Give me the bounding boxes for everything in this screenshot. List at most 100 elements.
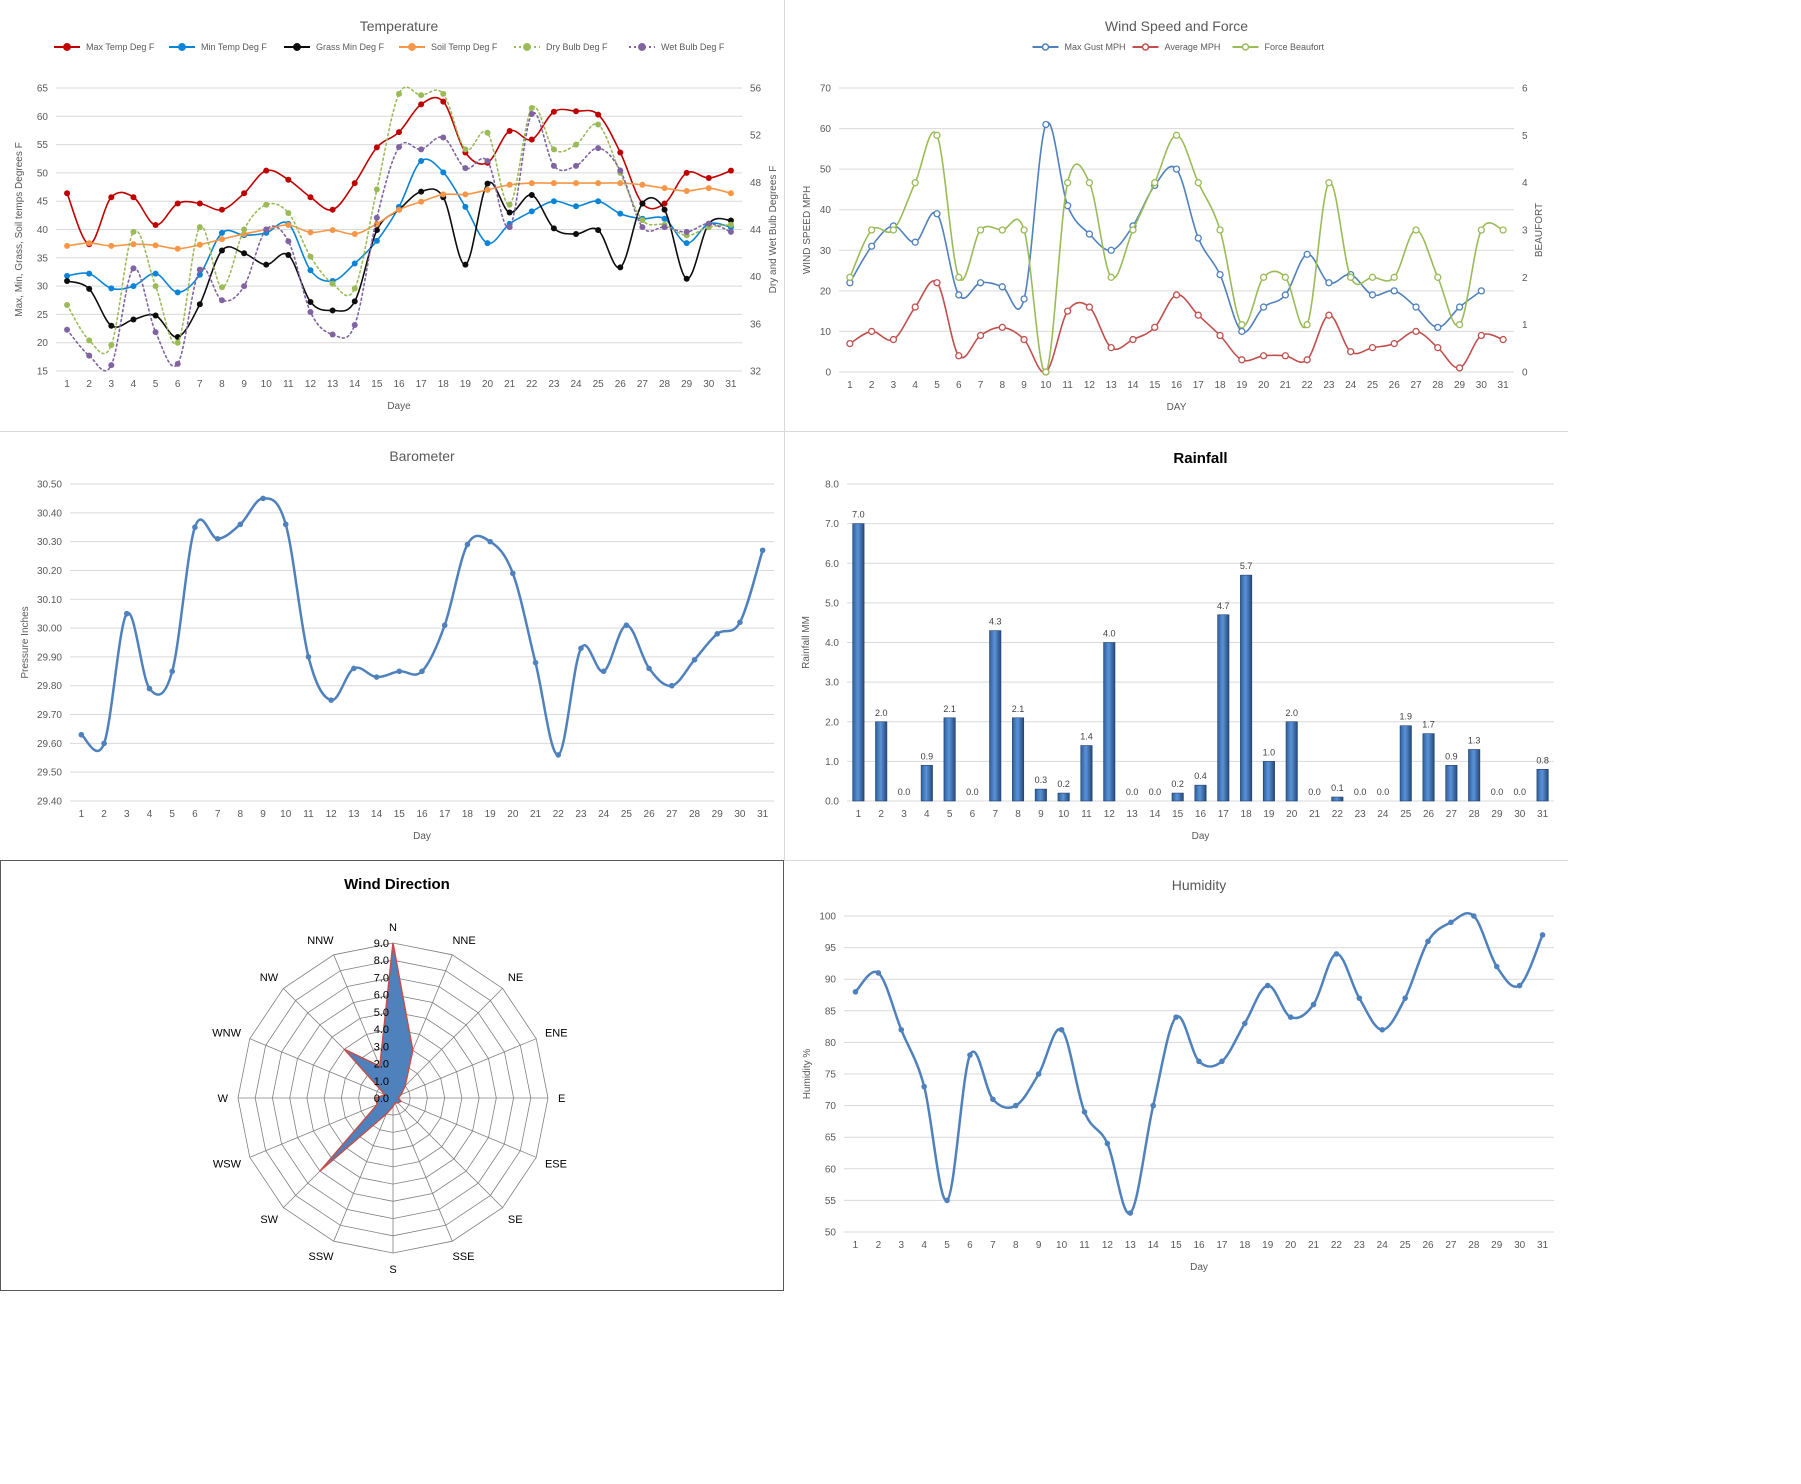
x-tick-label: 5 (947, 809, 953, 820)
radar-spoke (392, 1097, 453, 1242)
y2-tick-label: 2 (1522, 273, 1528, 284)
data-point (218, 297, 225, 304)
x-tick-label: 23 (575, 809, 587, 820)
direction-label: SSE (452, 1251, 474, 1263)
x-tick-label: 21 (504, 379, 516, 390)
data-point (705, 220, 712, 227)
data-point (396, 206, 402, 213)
x-axis-label: Day (413, 831, 431, 842)
data-point (1063, 179, 1072, 187)
data-point (528, 110, 535, 117)
data-point (1287, 1014, 1294, 1020)
legend-marker (178, 43, 186, 51)
series-line (80, 497, 764, 757)
bar (1422, 733, 1435, 802)
x-tick-label: 16 (1195, 809, 1207, 820)
data-point (152, 283, 159, 290)
direction-label: ESE (545, 1158, 567, 1170)
x-tick-label: 15 (1171, 1240, 1183, 1251)
x-tick-label: 6 (956, 380, 962, 391)
data-point (1104, 1140, 1111, 1147)
data-point (64, 301, 71, 308)
bar-data-label: 0.1 (1331, 783, 1344, 793)
data-point (1333, 951, 1340, 957)
x-axis-label: Day (1190, 1262, 1208, 1273)
bar (1103, 642, 1116, 802)
data-point (130, 265, 137, 272)
direction-label: SE (508, 1214, 523, 1226)
y-axis-label: Max, Min, Grass, Soil temps Degrees F (14, 142, 25, 317)
direction-label: N (389, 922, 397, 934)
x-tick-label: 25 (1400, 1240, 1412, 1251)
data-point (1281, 291, 1290, 299)
data-point (462, 203, 469, 210)
bar (1080, 745, 1093, 802)
y-tick-label: 30.10 (37, 595, 62, 606)
x-tick-label: 14 (1148, 1240, 1160, 1251)
radar-spoke (249, 1097, 394, 1158)
bar (1445, 765, 1458, 802)
data-point (1281, 273, 1290, 281)
data-point (86, 240, 93, 247)
bar-data-label: 0.0 (1149, 787, 1162, 797)
x-tick-label: 12 (1102, 1240, 1114, 1251)
direction-label: NW (260, 972, 279, 984)
y2-tick-label: 48 (750, 178, 762, 189)
data-point (617, 180, 624, 187)
data-point (661, 200, 668, 207)
data-point (623, 622, 630, 629)
y2-tick-label: 40 (750, 272, 762, 283)
data-point (683, 275, 690, 282)
bar-data-label: 0.0 (1491, 787, 1504, 797)
x-tick-label: 25 (593, 379, 605, 390)
y-tick-label: 50 (37, 168, 49, 179)
barometer-chart-svg: Barometer 29.40 29.50 29.60 29.70 29.80 29.90 3… (20, 448, 774, 842)
radar-spoke (333, 1097, 394, 1242)
x-tick-label: 15 (1172, 809, 1184, 820)
bar (1012, 717, 1025, 802)
data-point (373, 674, 380, 680)
x-tick-label: 14 (1127, 380, 1139, 391)
y-tick-label: 60 (825, 1164, 837, 1175)
x-tick-label: 18 (462, 809, 474, 820)
data-point (617, 210, 624, 217)
x-tick-label: 23 (548, 379, 560, 390)
data-point (933, 131, 941, 139)
x-tick-label: 5 (944, 1240, 950, 1251)
data-point (759, 547, 766, 554)
x-tick-label: 16 (1171, 380, 1183, 391)
bar-data-label: 2.0 (875, 708, 888, 718)
radial-tick-label: 6.0 (374, 990, 389, 1002)
x-tick-label: 6 (192, 809, 198, 820)
x-tick-label: 26 (615, 379, 627, 390)
data-point (528, 208, 535, 215)
data-point (419, 668, 425, 675)
wind-direction-chart: Wind Direction 0.0 1.0 2.0 3.0 4.0 5.0 6.0 7.0 8.… (0, 860, 784, 1291)
data-point (846, 273, 854, 281)
data-point (1129, 226, 1137, 234)
radar-series (319, 942, 414, 1172)
x-tick-label: 26 (1422, 1240, 1434, 1251)
data-point (462, 165, 469, 172)
y-tick-label: 30.20 (37, 566, 62, 577)
data-point (1471, 913, 1477, 919)
data-point (484, 129, 491, 136)
x-tick-label: 22 (1302, 380, 1314, 391)
chart-title: Rainfall (1173, 450, 1227, 467)
data-point (1325, 311, 1333, 319)
data-point (1194, 234, 1202, 242)
y-tick-label: 3.0 (825, 678, 839, 689)
data-point (532, 659, 539, 666)
data-point (351, 665, 357, 672)
data-point (573, 162, 580, 169)
data-point (683, 240, 690, 247)
x-tick-label: 8 (238, 809, 244, 820)
x-tick-label: 20 (482, 379, 494, 390)
x-tick-label: 6 (175, 379, 181, 390)
y-tick-label: 80 (825, 1038, 837, 1049)
x-tick-label: 11 (283, 379, 294, 390)
bar (875, 721, 888, 802)
bar-data-label: 0.0 (1377, 787, 1390, 797)
data-point (510, 570, 516, 577)
data-point (727, 221, 734, 228)
